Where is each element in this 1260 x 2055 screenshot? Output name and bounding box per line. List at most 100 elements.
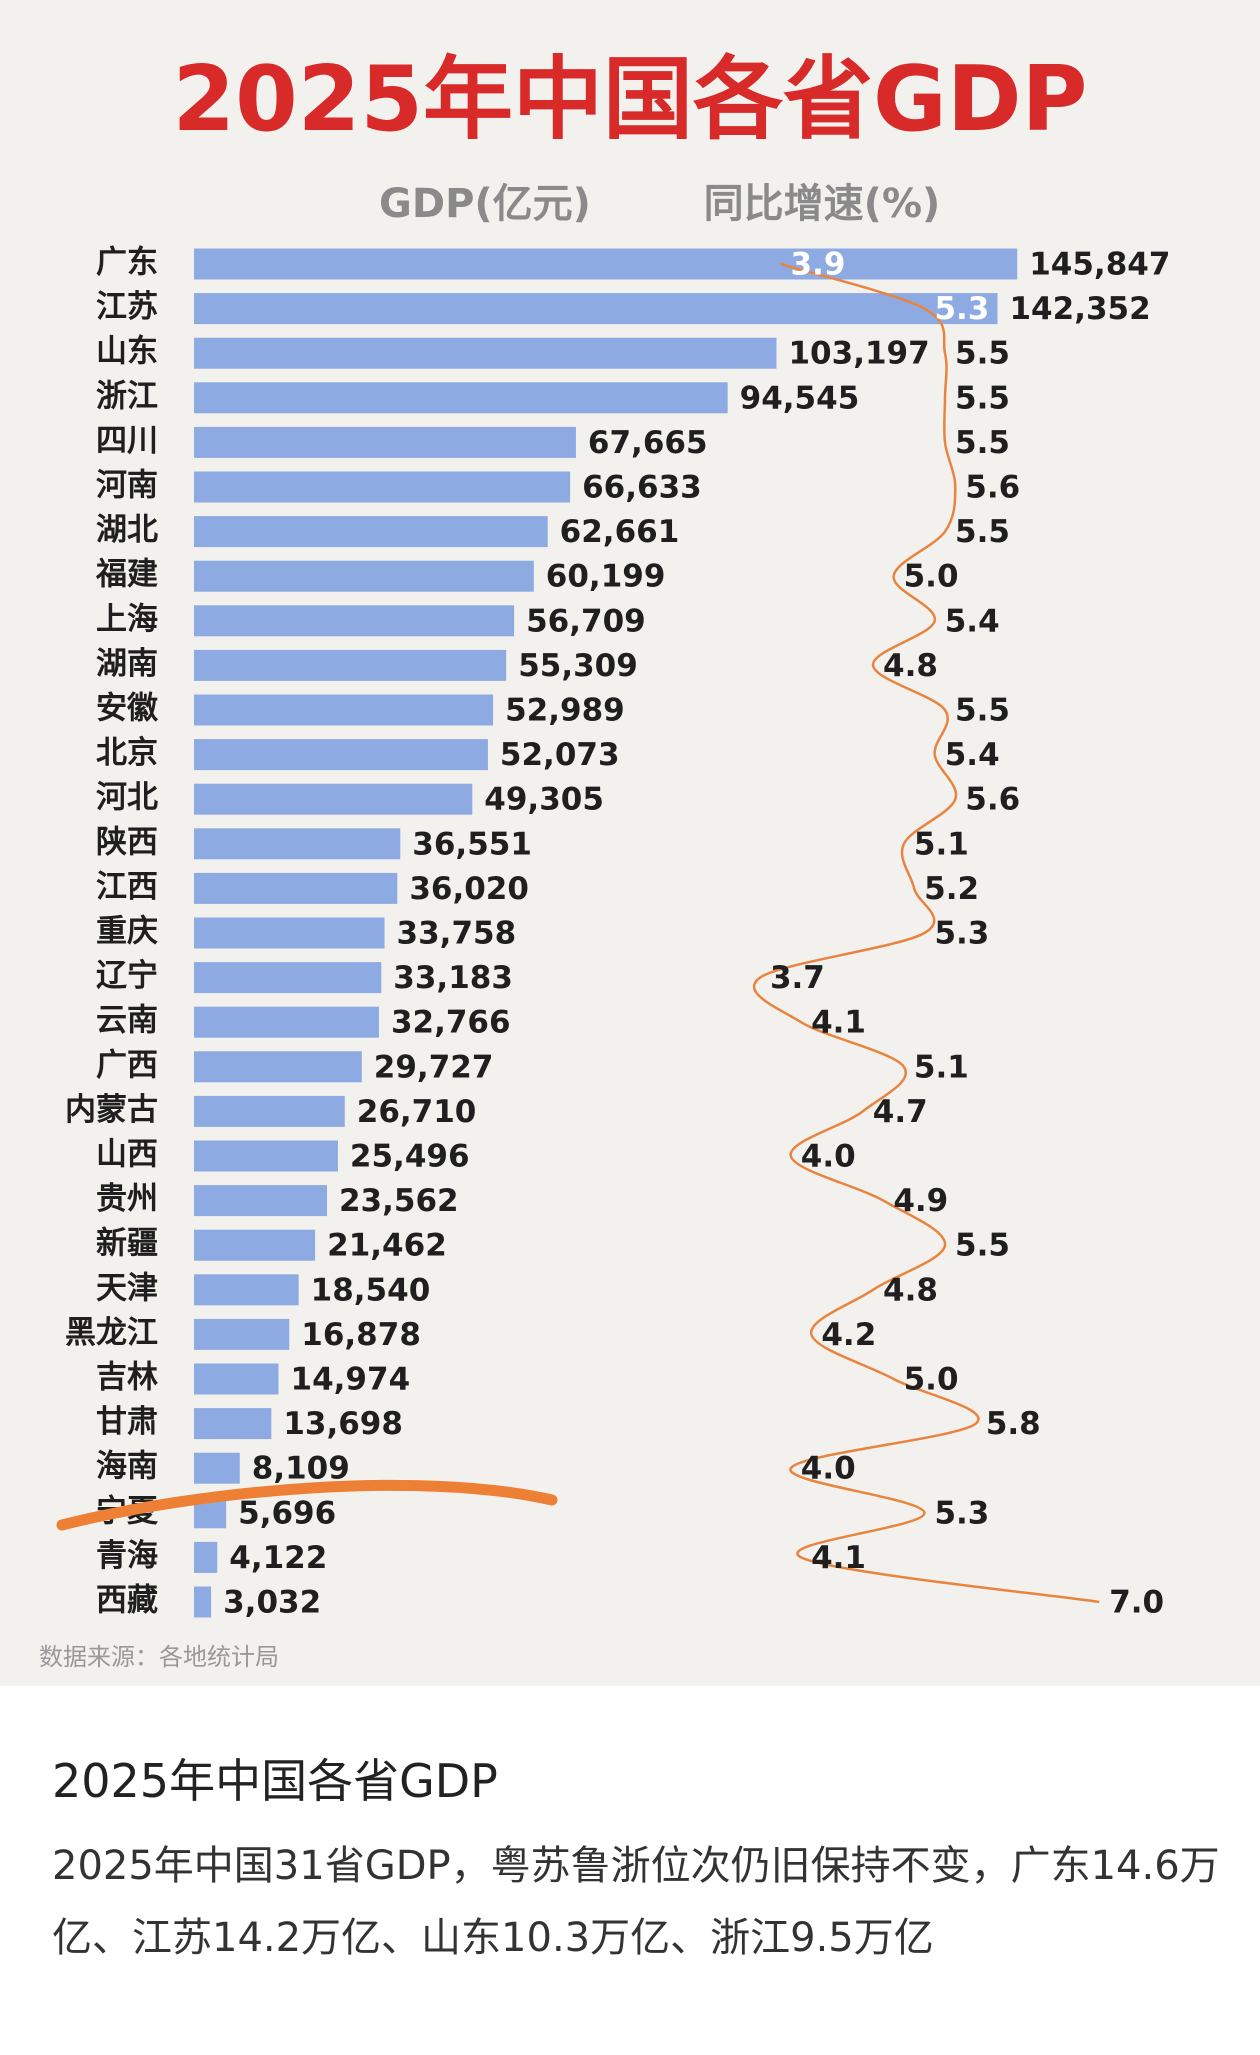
category-label: 陕西 xyxy=(96,824,158,860)
bar-value-label: 14,974 xyxy=(291,1362,411,1398)
post-title: 2025年中国各省GDP xyxy=(52,1754,498,1808)
growth-value-label: 4.0 xyxy=(801,1451,856,1487)
bar xyxy=(194,783,473,815)
category-label: 重庆 xyxy=(96,914,158,950)
growth-value-label: 5.5 xyxy=(955,693,1010,729)
bar xyxy=(194,1095,345,1127)
category-label: 内蒙古 xyxy=(65,1092,158,1128)
bar-value-label: 29,727 xyxy=(374,1049,494,1085)
bar xyxy=(194,560,534,592)
legend-line: 同比增速(%) xyxy=(704,181,941,227)
bar xyxy=(194,828,401,860)
category-label: 安徽 xyxy=(96,691,159,727)
post-body: 2025年中国31省GDP，粤苏鲁浙位次仍旧保持不变，广东14.6万亿、江苏14… xyxy=(52,1843,1220,1961)
bar xyxy=(194,1274,299,1306)
bar xyxy=(194,1185,327,1217)
growth-value-label: 5.1 xyxy=(914,1049,969,1085)
bar-value-label: 4,122 xyxy=(229,1540,327,1576)
bar-value-label: 145,847 xyxy=(1029,247,1170,283)
growth-line xyxy=(752,262,1100,1604)
growth-value-label: 3.9 xyxy=(791,247,846,283)
bar-value-label: 55,309 xyxy=(518,648,638,684)
bar xyxy=(194,1408,272,1440)
growth-value-label: 4.1 xyxy=(811,1005,866,1041)
growth-value-label: 5.8 xyxy=(986,1406,1041,1442)
category-label: 新疆 xyxy=(96,1226,158,1262)
bar xyxy=(194,694,494,726)
bar xyxy=(194,1051,362,1083)
category-label: 广西 xyxy=(96,1047,158,1083)
bar-value-label: 26,710 xyxy=(357,1094,477,1130)
growth-value-label: 4.8 xyxy=(883,648,938,684)
growth-value-label: 3.7 xyxy=(770,960,825,996)
bar xyxy=(194,1006,379,1038)
bar-value-label: 16,878 xyxy=(301,1317,421,1353)
bar xyxy=(194,1229,316,1261)
bar-value-label: 52,073 xyxy=(500,737,620,773)
category-label: 河南 xyxy=(96,468,158,504)
bar xyxy=(194,1541,218,1573)
category-label: 广东 xyxy=(96,245,158,281)
bar xyxy=(194,337,777,369)
growth-value-label: 4.9 xyxy=(893,1183,948,1219)
growth-value-label: 5.2 xyxy=(924,871,979,907)
chart-title: 2025年中国各省GDP xyxy=(172,47,1087,152)
bar-value-label: 49,305 xyxy=(484,782,604,818)
bar xyxy=(194,382,728,414)
category-label: 山东 xyxy=(96,334,158,370)
category-label: 山西 xyxy=(96,1137,158,1173)
category-label: 天津 xyxy=(96,1270,158,1306)
growth-value-label: 4.7 xyxy=(873,1094,928,1130)
bar-value-label: 21,462 xyxy=(327,1228,447,1264)
growth-value-label: 5.3 xyxy=(934,291,989,327)
category-label: 海南 xyxy=(96,1449,158,1485)
bar xyxy=(194,1452,240,1484)
growth-value-label: 5.5 xyxy=(955,380,1010,416)
category-label: 西藏 xyxy=(96,1583,158,1619)
category-label: 青海 xyxy=(96,1538,158,1574)
bar-value-label: 62,661 xyxy=(560,514,680,550)
category-label: 河北 xyxy=(96,780,158,816)
category-label: 贵州 xyxy=(96,1181,158,1217)
legend-bar: GDP(亿元) xyxy=(379,181,591,227)
bar-value-label: 33,183 xyxy=(393,960,513,996)
category-label: 浙江 xyxy=(96,378,158,414)
bar xyxy=(194,516,548,548)
bar-value-label: 94,545 xyxy=(740,380,860,416)
growth-value-label: 5.5 xyxy=(955,1228,1010,1264)
bar-value-label: 36,551 xyxy=(412,826,532,862)
growth-value-label: 5.6 xyxy=(965,470,1020,506)
bar-value-label: 142,352 xyxy=(1009,291,1150,327)
bar xyxy=(194,962,382,994)
category-label: 四川 xyxy=(96,423,158,459)
growth-value-label: 7.0 xyxy=(1109,1585,1164,1621)
bar xyxy=(194,872,398,904)
bar xyxy=(194,471,571,503)
category-label: 福建 xyxy=(95,557,158,593)
plot: 广东 145,847 江苏 142,352 山东 103,197 浙江 94,545 四川 67,… xyxy=(65,245,1170,1621)
growth-value-label: 4.0 xyxy=(801,1139,856,1175)
bar-value-label: 5,696 xyxy=(238,1495,336,1531)
bar-value-label: 67,665 xyxy=(588,425,708,461)
bar-value-label: 56,709 xyxy=(526,603,646,639)
bar xyxy=(194,426,576,458)
category-label: 湖北 xyxy=(96,512,158,548)
bar xyxy=(194,1140,338,1172)
growth-value-label: 5.1 xyxy=(914,826,969,862)
growth-value-label: 5.5 xyxy=(955,425,1010,461)
bar-value-label: 66,633 xyxy=(582,470,702,506)
growth-value-label: 5.0 xyxy=(904,1362,959,1398)
growth-value-label: 5.5 xyxy=(955,336,1010,372)
bar-value-label: 8,109 xyxy=(252,1451,350,1487)
bar xyxy=(194,739,488,771)
growth-value-label: 5.3 xyxy=(934,916,989,952)
growth-value-label: 5.6 xyxy=(965,782,1020,818)
chart: 2025年中国各省GDP GDP(亿元) 同比增速(%) 数据来源：各地统计局 … xyxy=(0,0,1260,1686)
bar xyxy=(194,649,507,681)
bar xyxy=(194,1363,279,1395)
category-label: 辽宁 xyxy=(96,958,158,994)
growth-value-label: 5.4 xyxy=(945,603,1000,639)
bar-value-label: 25,496 xyxy=(350,1139,470,1175)
source-note: 数据来源：各地统计局 xyxy=(39,1643,279,1671)
